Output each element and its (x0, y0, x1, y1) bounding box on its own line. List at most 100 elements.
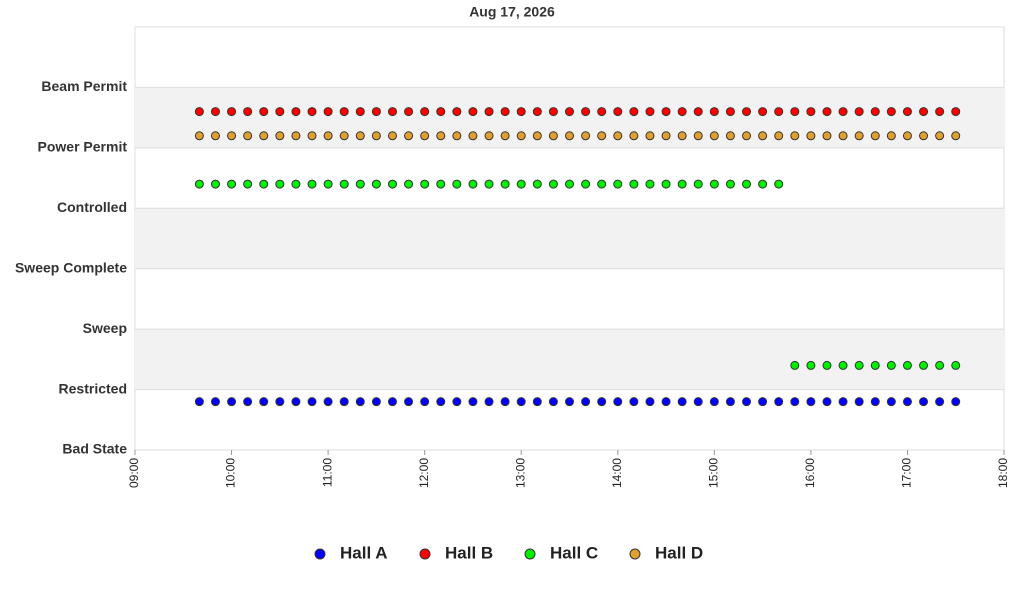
point (307, 397, 317, 407)
point (790, 397, 800, 407)
point (420, 131, 430, 141)
point (452, 107, 462, 117)
point (774, 107, 784, 117)
point (387, 107, 397, 117)
point (951, 107, 961, 117)
point (806, 107, 816, 117)
point (951, 360, 961, 370)
point (436, 107, 446, 117)
point (194, 397, 204, 407)
point (436, 179, 446, 189)
point (693, 107, 703, 117)
point (500, 397, 510, 407)
point (565, 131, 574, 141)
band (135, 208, 1004, 269)
point (806, 397, 816, 407)
point (291, 131, 301, 141)
band (135, 329, 1004, 390)
point (210, 179, 220, 189)
point (210, 107, 220, 117)
point (275, 131, 285, 141)
point (484, 131, 494, 141)
y-tick-label: Sweep (83, 320, 127, 336)
point (243, 131, 253, 141)
point (291, 107, 301, 117)
point (227, 397, 237, 407)
point (870, 360, 880, 370)
point (452, 131, 462, 141)
point (420, 107, 430, 117)
point (758, 179, 768, 189)
point (919, 107, 929, 117)
point (259, 131, 269, 141)
x-tick-label: 13:00 (513, 458, 527, 488)
point (902, 107, 912, 117)
y-tick-label: Controlled (57, 199, 127, 215)
point (323, 131, 333, 141)
point (725, 397, 735, 407)
legend-marker (629, 548, 641, 560)
point (484, 107, 494, 117)
point (291, 179, 301, 189)
point (790, 131, 800, 141)
x-tick-label: 11:00 (320, 458, 334, 487)
point (870, 397, 880, 407)
point (420, 397, 430, 407)
legend-label: Hall C (550, 543, 598, 562)
point (613, 107, 623, 117)
point (194, 179, 204, 189)
point (420, 179, 430, 189)
point (790, 360, 800, 370)
point (854, 131, 864, 141)
point (758, 107, 768, 117)
point (742, 131, 752, 141)
point (548, 107, 558, 117)
point (677, 397, 687, 407)
point (709, 131, 719, 141)
legend-label: Hall B (445, 543, 493, 562)
point (725, 179, 735, 189)
point (854, 397, 864, 407)
point (677, 131, 687, 141)
point (404, 131, 414, 141)
point (806, 360, 816, 370)
point (709, 397, 719, 407)
point (693, 179, 703, 189)
point (838, 131, 848, 141)
point (935, 107, 945, 117)
point (452, 179, 462, 189)
point (371, 131, 381, 141)
point (516, 131, 526, 141)
point (838, 360, 848, 370)
point (436, 131, 446, 141)
point (452, 397, 462, 407)
point (339, 397, 349, 407)
point (259, 397, 269, 407)
point (532, 179, 542, 189)
point (613, 179, 623, 189)
point (339, 107, 349, 117)
point (774, 397, 784, 407)
x-tick-label: 09:00 (127, 458, 141, 488)
point (790, 107, 800, 117)
point (275, 397, 285, 407)
point (548, 131, 558, 141)
point (500, 131, 510, 141)
point (935, 360, 945, 370)
point (387, 397, 397, 407)
point (355, 131, 365, 141)
point (677, 107, 687, 117)
point (597, 131, 607, 141)
point (661, 179, 671, 189)
x-tick-label: 12:00 (417, 458, 431, 488)
point (323, 179, 333, 189)
point (758, 397, 768, 407)
point (645, 397, 655, 407)
x-tick-label: 15:00 (707, 458, 721, 488)
point (902, 397, 912, 407)
point (774, 179, 784, 189)
point (436, 397, 446, 407)
legend-label: Hall D (655, 543, 703, 562)
point (758, 131, 768, 141)
